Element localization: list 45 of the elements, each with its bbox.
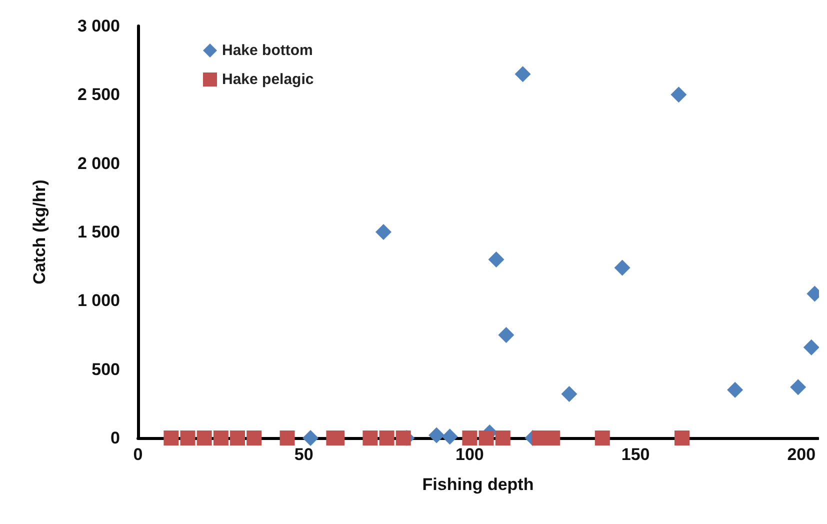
y-tick-label: 500 — [92, 360, 120, 379]
point — [196, 430, 212, 446]
point — [478, 430, 494, 446]
point — [280, 430, 295, 446]
point — [498, 327, 514, 343]
y-tick-label: 3 000 — [77, 16, 120, 36]
point — [790, 379, 806, 396]
point — [213, 430, 228, 446]
y-tick-label: 0 — [110, 428, 120, 448]
point — [362, 430, 378, 446]
y-tick-label: 2 000 — [77, 154, 120, 173]
point — [246, 430, 262, 446]
x-tick-label: 100 — [456, 445, 484, 464]
legend-label: Hake bottom — [222, 42, 313, 59]
point — [495, 430, 510, 446]
point — [488, 251, 504, 268]
point — [379, 430, 394, 446]
point — [164, 430, 179, 446]
point — [727, 382, 744, 398]
y-tick-label: 2 500 — [77, 85, 120, 104]
y-tick-label: 1 500 — [77, 222, 120, 242]
point — [396, 430, 411, 446]
point — [514, 66, 531, 82]
point — [180, 430, 196, 446]
x-tick-label: 50 — [294, 445, 314, 464]
point — [302, 430, 318, 446]
x-axis-title: Fishing depth — [422, 475, 534, 494]
point — [545, 430, 560, 446]
point — [674, 430, 690, 446]
point — [462, 430, 478, 446]
point — [230, 430, 246, 446]
point — [428, 427, 445, 444]
point — [594, 430, 610, 446]
point — [803, 339, 819, 356]
point — [442, 428, 458, 445]
point — [614, 260, 630, 276]
x-tick-label: 200 — [787, 445, 816, 464]
point — [375, 224, 392, 240]
point — [561, 386, 578, 402]
y-tick-label: 1 000 — [77, 291, 120, 310]
legend-label: Hake pelagic — [222, 71, 314, 88]
x-tick-label: 150 — [621, 445, 650, 464]
x-tick-label: 0 — [133, 445, 143, 464]
y-axis-title: Catch (kg/hr) — [30, 180, 49, 284]
point — [670, 86, 687, 103]
